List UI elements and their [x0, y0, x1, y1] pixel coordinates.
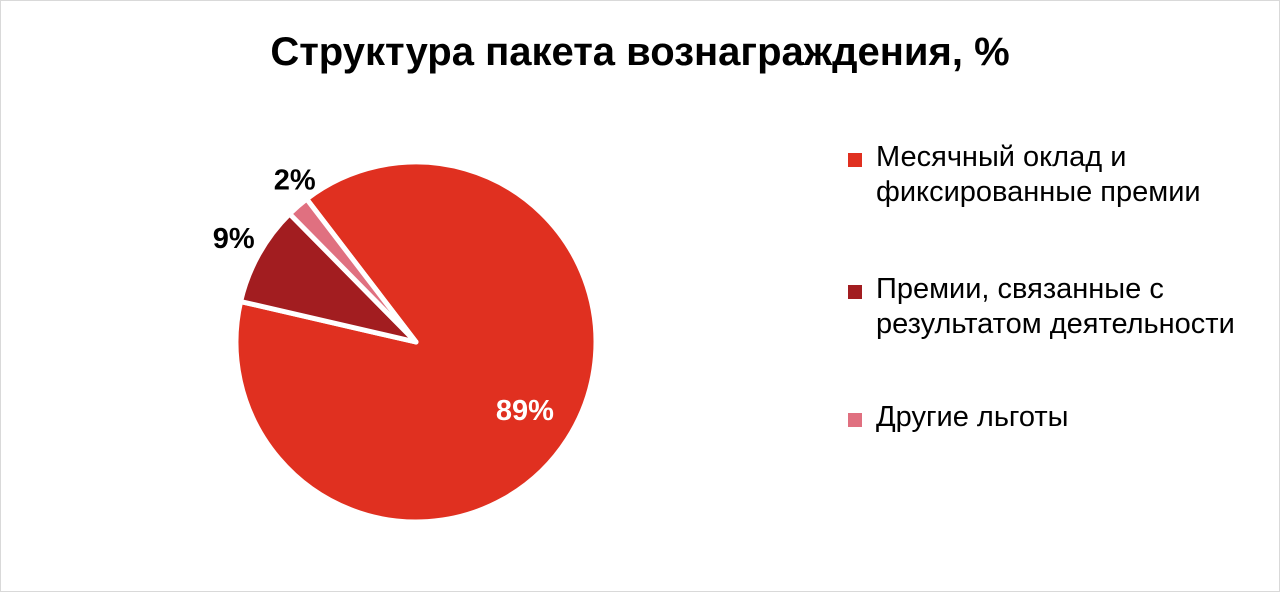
slice-performance — [238, 211, 419, 345]
legend-swatch-other — [848, 413, 862, 427]
legend-label-performance: Премии, связанные с результатом деятельн… — [876, 273, 1235, 340]
legend-swatch-salary — [848, 153, 862, 167]
data-label-other: 2% — [274, 164, 316, 196]
slice-other — [287, 196, 419, 345]
legend-label-salary: Месячный оклад и фиксированные премии — [876, 141, 1201, 208]
data-label-performance: 9% — [213, 223, 255, 255]
chart-title: Структура пакета вознаграждения, % — [270, 30, 1010, 74]
data-label-salary: 89% — [496, 395, 554, 427]
legend-label-other: Другие льготы — [876, 401, 1069, 433]
legend-swatch-performance — [848, 285, 862, 299]
